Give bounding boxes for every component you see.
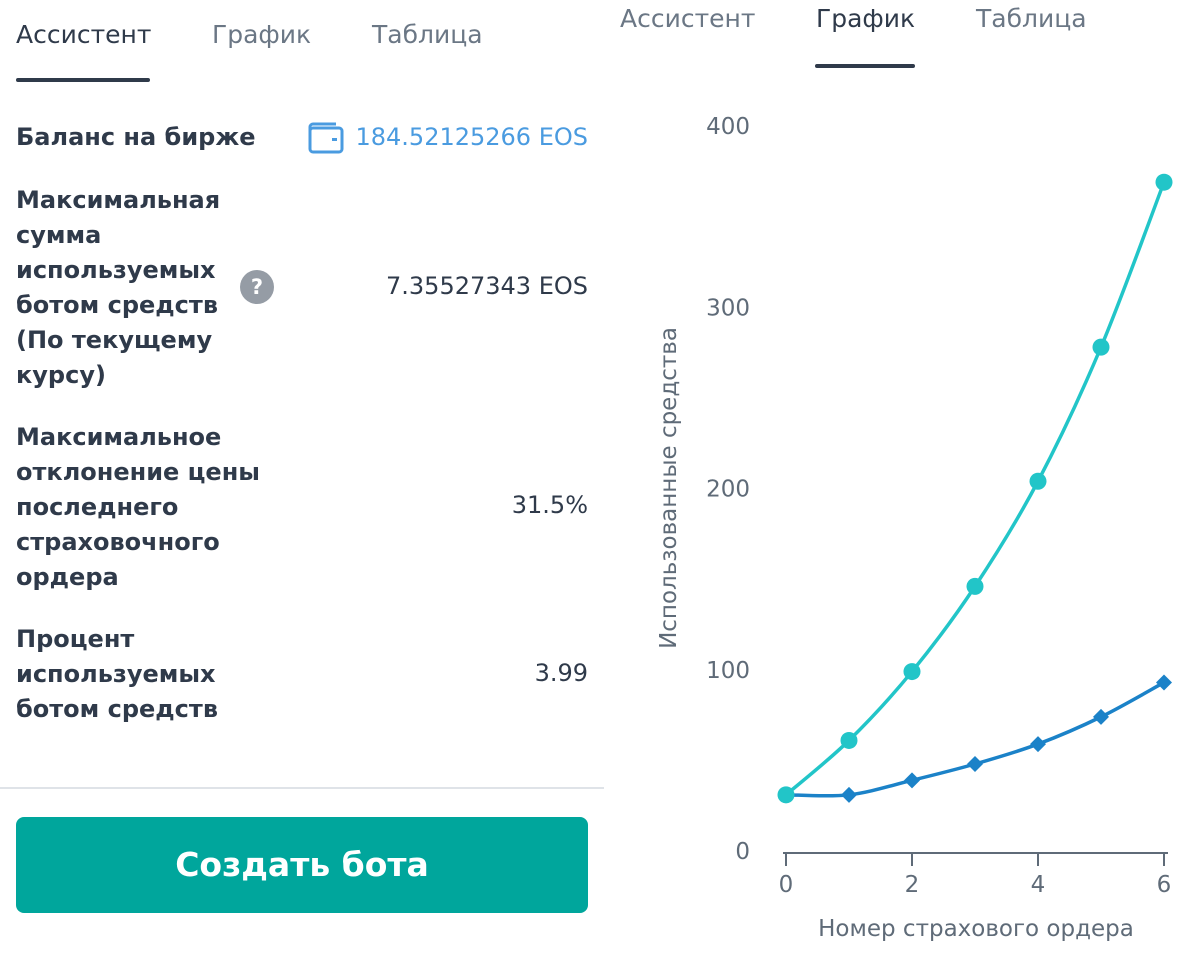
- divider: [0, 787, 604, 789]
- series-1-point: [840, 731, 858, 749]
- active-tab-indicator: [815, 64, 915, 68]
- y-tick-label: 300: [706, 295, 750, 321]
- max-deviation-value: 31.5%: [511, 491, 588, 519]
- active-tab-indicator: [16, 78, 150, 82]
- series-1-point: [1029, 472, 1047, 490]
- tab-table[interactable]: Таблица: [372, 20, 483, 49]
- y-tick-label: 200: [706, 477, 750, 503]
- series-1-point: [966, 577, 984, 595]
- series-line-1: [784, 181, 1166, 797]
- tab-chart[interactable]: График: [816, 4, 916, 33]
- x-tick-label: 0: [779, 872, 794, 898]
- y-tick-label: 100: [706, 658, 750, 684]
- series-2-point: [1030, 736, 1046, 753]
- wallet-icon: [308, 122, 344, 158]
- series-1-point: [1092, 338, 1110, 356]
- y-tick-label: 0: [735, 839, 750, 865]
- series-2-point: [967, 756, 983, 772]
- series-2-point: [1156, 674, 1172, 691]
- x-tick-label: 2: [905, 872, 920, 898]
- x-tick-label: 6: [1157, 872, 1172, 898]
- x-axis-label: Номер страхового ордера: [818, 916, 1134, 942]
- series-2-point: [1093, 708, 1109, 725]
- funds-percent-value: 3.99: [534, 659, 588, 687]
- series-1-point: [903, 663, 921, 681]
- series-2-point: [841, 786, 857, 803]
- tab-table[interactable]: Таблица: [976, 4, 1087, 33]
- balance-label: Баланс на бирже: [16, 123, 256, 151]
- tab-chart[interactable]: График: [212, 20, 312, 49]
- y-axis-label: Использованные средства: [656, 327, 682, 649]
- max-deviation-label: Максимальное отклонение цены последнего …: [16, 423, 260, 591]
- series-1-point: [777, 786, 795, 804]
- help-icon[interactable]: ?: [240, 270, 274, 304]
- create-bot-button[interactable]: Создать бота: [16, 817, 588, 913]
- funds-percent-label: Процент используемых ботом средств: [16, 625, 219, 723]
- tab-assistant[interactable]: Ассистент: [620, 4, 756, 33]
- balance-value: 184.52125266 EOS: [355, 123, 588, 151]
- y-tick-label: 400: [706, 114, 750, 140]
- x-tick-label: 4: [1031, 872, 1046, 898]
- max-sum-label: Максимальная сумма используемых ботом ср…: [16, 186, 221, 389]
- series-2-point: [904, 772, 920, 789]
- tab-assistant[interactable]: Ассистент: [16, 20, 152, 49]
- series-1-point: [1155, 173, 1173, 191]
- max-sum-value: 7.35527343 EOS: [386, 272, 588, 300]
